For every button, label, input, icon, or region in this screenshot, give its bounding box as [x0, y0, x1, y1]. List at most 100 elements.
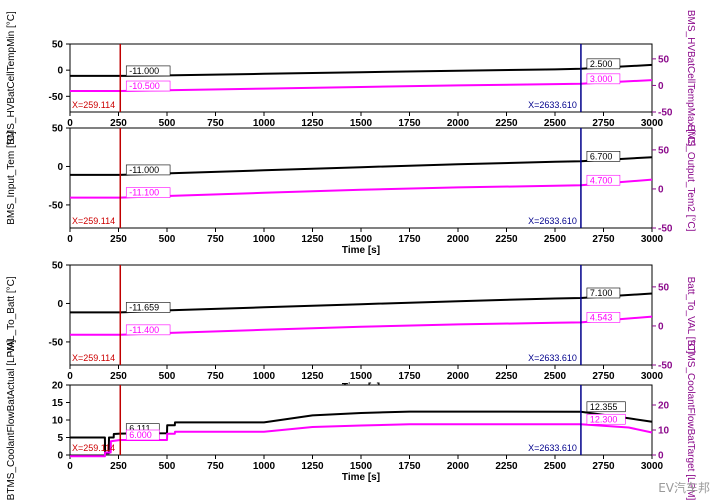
x-tick-label: 2750: [592, 461, 615, 472]
plot-area: [69, 43, 653, 113]
value-label: 6.000: [129, 430, 152, 440]
x-tick-label: 2500: [544, 118, 567, 129]
y-right-tick-label: -50: [658, 224, 673, 235]
y-right-axis-title: BMS_HVBatCellTempMax [°C]: [685, 10, 696, 146]
y-left-tick-label: 0: [57, 299, 63, 310]
chart-panel-1: 0 250 500 750 1000 1250 1500 1750 2000 2250 2500 27…: [6, 10, 696, 146]
y-right-tick-label: 0: [658, 321, 664, 332]
value-label-box: [125, 187, 171, 198]
value-label-box: [125, 164, 171, 176]
value-label-box: [125, 302, 171, 313]
value-label: -11.659: [129, 302, 159, 312]
y-left-tick-label: 10: [52, 416, 64, 427]
x-tick-label: 2500: [544, 234, 567, 245]
value-label: 3.000: [590, 74, 613, 84]
x-tick-label: 1250: [301, 234, 324, 245]
value-label: 4.543: [590, 312, 613, 322]
cursor-label: X=259.114: [72, 216, 115, 226]
y-right-tick-label: 50: [658, 54, 670, 65]
x-tick-label: 0: [67, 371, 73, 382]
y-left-axis-title: BMS_HVBatCellTempMin [°C]: [6, 11, 17, 145]
value-label: 6.700: [590, 151, 613, 161]
x-tick-label: 1250: [301, 118, 324, 129]
value-label-box: [586, 73, 621, 85]
value-label: 12.300: [590, 414, 618, 424]
x-tick-label: 750: [207, 234, 224, 245]
x-tick-label: 2250: [495, 461, 518, 472]
x-tick-label: 1000: [253, 234, 276, 245]
y-left-tick-label: 5: [57, 433, 63, 444]
y-right-tick-label: 0: [658, 81, 664, 92]
x-tick-label: 750: [207, 371, 224, 382]
x-tick-label: 500: [159, 461, 176, 472]
plot-area: [69, 127, 653, 229]
x-axis-title: Time [s]: [342, 472, 380, 483]
x-tick-label: 1250: [301, 371, 324, 382]
chart-panel-4: 0 250 500 750 1000 1250 15 0 0 1750 2000 2250 2500 27…: [6, 339, 696, 500]
x-tick-label: 250: [110, 371, 127, 382]
value-label-box: [586, 413, 626, 425]
x-tick-label: 1750: [398, 461, 421, 472]
x-tick-label: 250: [110, 461, 127, 472]
y-right-tick-label: 0: [658, 451, 664, 462]
value-label: -11.100: [129, 188, 159, 198]
y-left-tick-label: 50: [52, 261, 64, 272]
x-tick-label: 750: [207, 118, 224, 129]
x-axis-title: Time [s]: [342, 245, 380, 256]
x-tick-label: 250: [110, 118, 127, 129]
x-tick-label: 0: [67, 234, 73, 245]
value-label: -11.000: [129, 66, 159, 76]
value-label: 7.100: [590, 288, 613, 298]
x-tick-label: 2000: [447, 234, 470, 245]
watermark: EV汽车邦: [658, 481, 710, 495]
value-label-box: [586, 287, 621, 299]
value-label: -11.000: [129, 165, 159, 175]
x-tick-label: 2500: [544, 371, 567, 382]
value-label: 12.355: [590, 402, 618, 412]
x-tick-label: 1500: [350, 234, 373, 245]
y-left-tick-label: 20: [52, 381, 64, 392]
y-left-axis-title: BTMS_CoolantFlowBatActual [LPM]: [6, 339, 17, 500]
series-line-right-axis: [70, 423, 653, 458]
y-right-tick-label: -50: [658, 108, 673, 119]
x-tick-label: 2000: [447, 461, 470, 472]
x-tick-label: 2750: [592, 371, 615, 382]
value-label-box: [586, 151, 621, 162]
x-tick-label: 1750: [398, 118, 421, 129]
series-line-left-axis: [70, 410, 653, 455]
x-tick-label: 3000: [641, 461, 664, 472]
y-right-tick-label: 10: [658, 426, 670, 437]
cursor-label: X=259.114: [72, 443, 115, 453]
cursor-label: X=259.114: [72, 100, 115, 110]
x-tick-label: 2000: [447, 118, 470, 129]
y-left-tick-label: -50: [49, 92, 64, 103]
x-tick-label: 0: [67, 461, 73, 472]
y-right-tick-label: 50: [658, 282, 670, 293]
y-left-tick-label: 15: [52, 398, 64, 409]
y-left-tick-label: 0: [57, 66, 63, 77]
x-tick-label: 750: [207, 461, 224, 472]
value-label: 2.500: [590, 59, 613, 69]
x-tick-label: 500: [159, 371, 176, 382]
x-tick-label: 2250: [495, 234, 518, 245]
value-label-box: [125, 429, 160, 441]
value-label-box: [125, 324, 171, 336]
cursor-label: X=2633.610: [528, 100, 577, 110]
x-tick-label: 500: [159, 118, 176, 129]
value-label-box: [586, 58, 621, 70]
y-left-tick-label: 0: [57, 162, 63, 173]
x-tick-label: 2250: [495, 371, 518, 382]
y-left-axis-title: VAL_To_Batt [°C]: [6, 276, 17, 353]
y-left-tick-label: -50: [49, 337, 64, 348]
y-right-tick-label: 50: [658, 145, 670, 156]
x-tick-label: 2250: [495, 118, 518, 129]
x-tick-label: 2750: [592, 234, 615, 245]
y-left-axis-title: BMS_Input_Tem [°C]: [6, 131, 17, 225]
x-tick-label: 1000: [253, 118, 276, 129]
y-right-axis-title: Batt_To_VAL [°C]: [685, 277, 696, 354]
x-tick-label: 1000: [253, 461, 276, 472]
x-tick-label: 1750: [398, 371, 421, 382]
plot-area: [69, 384, 653, 456]
y-right-axis-title: BTMS_CoolantFlowBatTarget [LPM]: [685, 340, 696, 501]
